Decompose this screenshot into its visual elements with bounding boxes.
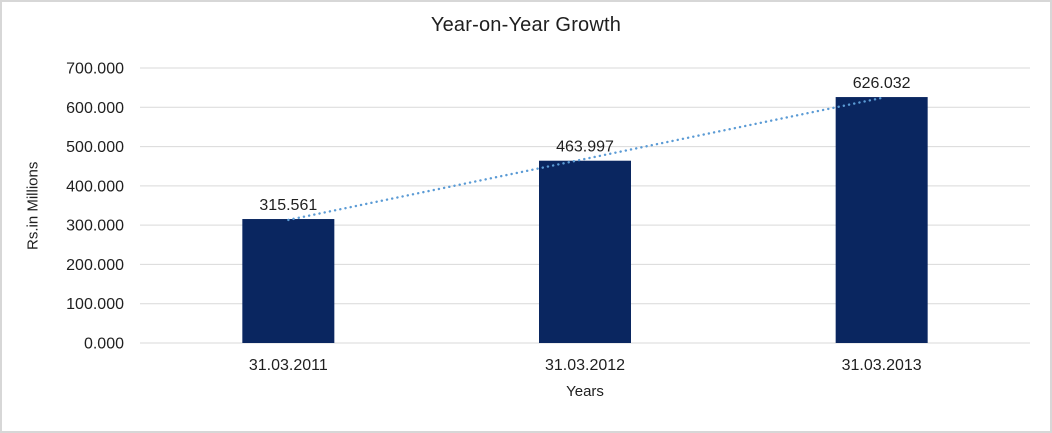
x-category-label: 31.03.2011 [249,357,328,374]
bar [835,97,928,343]
bar-value-label: 315.561 [259,197,317,214]
bar-value-label: 626.032 [853,75,911,92]
y-tick-label: 400.000 [66,178,124,195]
trendline [287,96,883,222]
x-axis-title: Years [566,383,604,400]
x-category-label: 31.03.2012 [545,357,625,374]
chart-title: Year-on-Year Growth [430,14,622,36]
bar [242,219,335,343]
y-tick-label: 200.000 [66,257,124,274]
y-tick-label: 100.000 [66,296,124,313]
bar [539,160,631,343]
y-tick-label: 700.000 [66,61,124,78]
y-tick-label: 600.000 [66,100,124,117]
x-category-label: 31.03.2013 [842,357,922,374]
y-tick-label: 300.000 [66,218,124,235]
y-tick-label: 0.000 [84,336,124,353]
y-tick-label: 500.000 [66,139,124,156]
bar-value-label: 463.997 [556,139,614,156]
